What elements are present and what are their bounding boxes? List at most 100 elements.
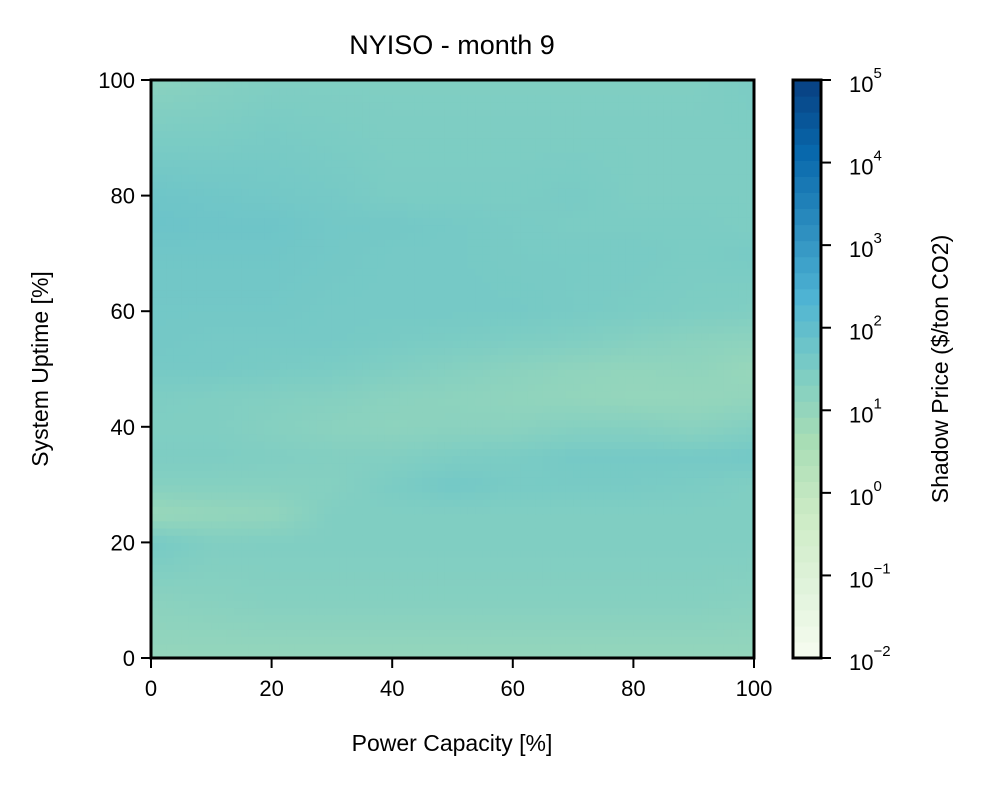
heatmap-cell: [399, 397, 408, 406]
heatmap-cell: [580, 527, 589, 536]
heatmap-cell: [746, 607, 755, 616]
heatmap-cell: [286, 390, 295, 399]
heatmap-cell: [648, 477, 657, 486]
heatmap-cell: [610, 369, 619, 377]
heatmap-cell: [316, 426, 325, 435]
heatmap-cell: [550, 564, 559, 572]
heatmap-cell: [565, 332, 574, 341]
heatmap-cell: [196, 426, 205, 435]
heatmap-cell: [708, 260, 717, 269]
heatmap-cell: [429, 405, 439, 413]
heatmap-cell: [399, 448, 408, 457]
heatmap-cell: [331, 275, 341, 283]
heatmap-cell: [678, 650, 687, 659]
heatmap-cell: [603, 535, 612, 543]
heatmap-cell: [188, 361, 197, 370]
heatmap-cell: [640, 318, 650, 327]
heatmap-cell: [151, 621, 160, 630]
heatmap-cell: [166, 347, 175, 356]
heatmap-cell: [648, 267, 657, 276]
heatmap-cell: [316, 231, 325, 240]
heatmap-cell: [309, 231, 318, 240]
heatmap-cell: [542, 405, 552, 413]
heatmap-cell: [701, 578, 710, 587]
heatmap-cell: [158, 383, 167, 392]
heatmap-cell: [731, 470, 740, 478]
heatmap-cell: [377, 202, 386, 211]
heatmap-cell: [233, 614, 243, 623]
heatmap-cell: [339, 477, 348, 486]
heatmap-cell: [354, 224, 363, 233]
heatmap-cell: [527, 506, 537, 515]
heatmap-cell: [392, 217, 401, 226]
heatmap-cell: [497, 527, 506, 536]
heatmap-cell: [279, 289, 288, 298]
heatmap-cell: [618, 390, 627, 399]
heatmap-cell: [414, 484, 423, 493]
heatmap-cell: [648, 535, 657, 543]
heatmap-cell: [286, 238, 295, 247]
heatmap-cell: [248, 484, 258, 493]
heatmap-cell: [437, 448, 446, 457]
heatmap-cell: [656, 499, 665, 507]
heatmap-cell: [256, 383, 265, 392]
heatmap-cell: [723, 607, 732, 616]
heatmap-cell: [271, 571, 280, 580]
heatmap-cell: [467, 210, 476, 218]
heatmap-cell: [482, 238, 491, 247]
heatmap-cell: [181, 253, 190, 262]
heatmap-cell: [671, 296, 680, 305]
heatmap-cell: [648, 275, 657, 283]
heatmap-cell: [535, 549, 544, 558]
heatmap-cell: [181, 318, 190, 327]
heatmap-cell: [475, 629, 484, 637]
heatmap-cell: [497, 578, 506, 587]
heatmap-cell: [678, 289, 687, 298]
heatmap-cell: [309, 621, 318, 630]
heatmap-cell: [301, 477, 310, 486]
heatmap-cell: [151, 650, 160, 659]
heatmap-cell: [497, 369, 506, 377]
heatmap-cell: [248, 397, 258, 406]
heatmap-cell: [362, 585, 371, 594]
heatmap-cell: [422, 592, 431, 601]
heatmap-cell: [248, 491, 258, 500]
heatmap-cell: [151, 535, 160, 543]
heatmap-cell: [558, 347, 567, 356]
heatmap-cell: [392, 347, 401, 356]
heatmap-cell: [346, 441, 356, 450]
heatmap-cell: [588, 571, 597, 580]
heatmap-cell: [301, 238, 310, 247]
heatmap-cell: [535, 564, 544, 572]
heatmap-cell: [648, 369, 657, 377]
heatmap-cell: [678, 535, 687, 543]
heatmap-cell: [648, 260, 657, 269]
heatmap-cell: [633, 535, 642, 543]
heatmap-cell: [392, 513, 401, 522]
heatmap-cell: [610, 405, 619, 413]
heatmap-cell: [346, 405, 356, 413]
heatmap-cell: [505, 441, 514, 450]
heatmap-cell: [196, 470, 205, 478]
heatmap-cell: [181, 426, 190, 435]
heatmap-cell: [475, 506, 484, 515]
heatmap-cell: [339, 340, 348, 348]
heatmap-cell: [475, 260, 484, 269]
heatmap-cell: [414, 419, 423, 428]
heatmap-cell: [392, 434, 401, 442]
heatmap-cell: [331, 282, 341, 291]
heatmap-cell: [565, 513, 574, 522]
heatmap-cell: [158, 238, 167, 247]
heatmap-cell: [693, 549, 702, 558]
heatmap-cell: [248, 506, 258, 515]
heatmap-cell: [279, 260, 288, 269]
heatmap-cell: [354, 600, 363, 609]
heatmap-cell: [618, 289, 627, 298]
heatmap-cell: [452, 629, 461, 637]
heatmap-cell: [633, 376, 642, 385]
heatmap-cell: [663, 578, 672, 587]
heatmap-cell: [301, 600, 310, 609]
heatmap-cell: [678, 636, 687, 645]
heatmap-cell: [482, 621, 491, 630]
heatmap-cell: [535, 585, 544, 594]
